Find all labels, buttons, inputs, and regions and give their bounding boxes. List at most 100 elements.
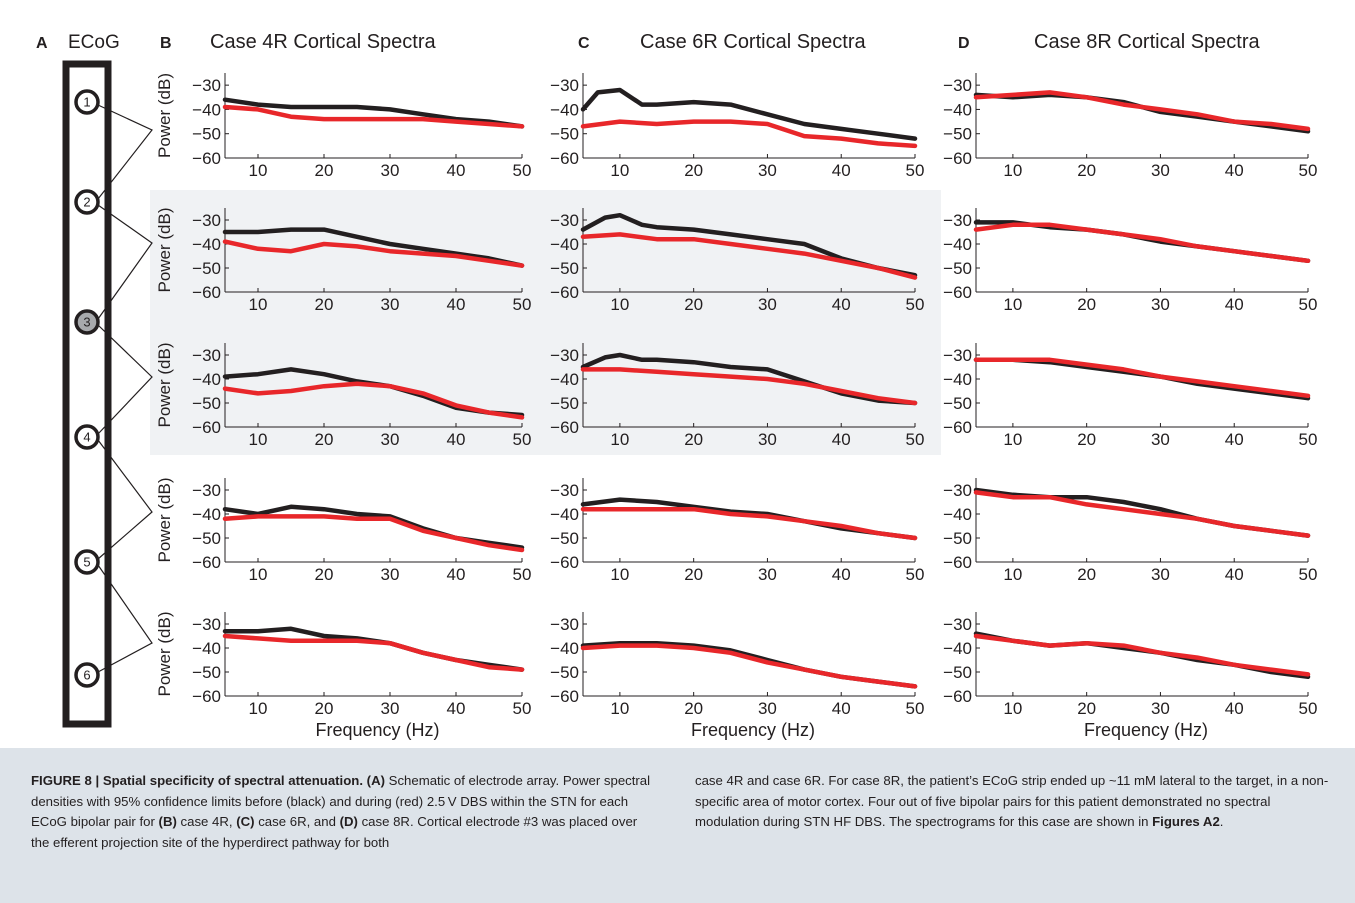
series-before-line (580, 352, 918, 406)
y-tick-label: −50 (192, 394, 221, 413)
x-tick-label: 10 (610, 295, 629, 314)
x-tick-label: 40 (1225, 161, 1244, 180)
y-tick-label: −60 (943, 149, 972, 168)
x-tick-label: 50 (1299, 699, 1318, 718)
x-tick-label: 30 (381, 699, 400, 718)
x-tick-label: 50 (513, 161, 532, 180)
y-tick-label: −50 (192, 125, 221, 144)
electrode-label: 6 (83, 668, 90, 683)
y-axis-label: Power (dB) (155, 73, 174, 158)
x-tick-label: 30 (1151, 295, 1170, 314)
electrode-6 (74, 662, 100, 688)
y-tick-label: −60 (943, 283, 972, 302)
x-tick-label: 50 (906, 161, 925, 180)
ecog-strip (62, 60, 112, 728)
series-during-line (222, 381, 525, 420)
y-tick-label: −30 (550, 346, 579, 365)
x-tick-label: 10 (1003, 430, 1022, 449)
y-tick-label: −60 (192, 553, 221, 572)
series-during-line (580, 232, 918, 280)
y-tick-label: −60 (943, 418, 972, 437)
y-tick-label: −40 (943, 370, 972, 389)
caption-text-5: case 4R and case 6R. For case 8R, the pa… (695, 773, 1329, 829)
electrode-4 (74, 424, 100, 450)
x-tick-label: 30 (381, 430, 400, 449)
y-tick-label: −40 (943, 100, 972, 119)
x-tick-label: 40 (1225, 565, 1244, 584)
y-tick-label: −50 (550, 663, 579, 682)
series-before-line (580, 87, 918, 141)
y-axis-label: Power (dB) (155, 342, 174, 427)
x-tick-label: 30 (758, 699, 777, 718)
x-axis-label: Frequency (Hz) (1084, 720, 1208, 740)
plot-case-4R-row-1: −30 −40 −50 −60 10 20 30 40 50 Power (dB) (155, 73, 531, 180)
y-tick-label: −30 (550, 615, 579, 634)
plot-case-8R-row-2: −30 −40 −50 −60 10 20 30 40 50 (943, 208, 1317, 314)
series-before-line (973, 357, 1311, 401)
x-tick-label: 50 (906, 295, 925, 314)
y-tick-label: −30 (550, 76, 579, 95)
x-tick-label: 10 (610, 161, 629, 180)
y-tick-label: −50 (192, 529, 221, 548)
electrode-label: 4 (83, 430, 90, 445)
plot-case-8R-row-1: −30 −40 −50 −60 10 20 30 40 50 (943, 73, 1317, 180)
x-tick-label: 40 (447, 699, 466, 718)
y-tick-label: −50 (943, 125, 972, 144)
y-axis-label: Power (dB) (155, 477, 174, 562)
x-axis-label: Frequency (Hz) (315, 720, 439, 740)
panel-letter-a: A (36, 35, 48, 52)
panel-letter-d: D (958, 35, 970, 52)
x-tick-label: 40 (832, 565, 851, 584)
connector-line (97, 204, 153, 320)
series-during-line (222, 239, 525, 268)
x-tick-label: 20 (684, 565, 703, 584)
spectra-plots: −30 −40 −50 −60 10 20 30 40 50 Power (dB) −30 −40 −5… (155, 73, 1317, 740)
y-tick-label: −60 (943, 553, 972, 572)
plot-case-6R-row-1: −30 −40 −50 −60 10 20 30 40 50 (550, 73, 924, 180)
y-tick-label: −60 (550, 283, 579, 302)
y-tick-label: −60 (550, 553, 579, 572)
y-tick-label: −30 (943, 76, 972, 95)
plot-case-4R-row-5: −30 −40 −50 −60 10 20 30 40 50 Power (dB) Frequenc… (155, 611, 531, 740)
x-tick-label: 20 (684, 295, 703, 314)
electrodes: 1 2 3 4 5 6 (74, 89, 100, 688)
y-tick-label: −40 (943, 235, 972, 254)
y-tick-label: −60 (550, 687, 579, 706)
y-tick-label: −30 (550, 481, 579, 500)
y-tick-label: −40 (550, 100, 579, 119)
caption-box (0, 748, 1355, 903)
x-tick-label: 20 (1077, 430, 1096, 449)
electrode-label: 5 (83, 555, 90, 570)
series-during-line (973, 357, 1311, 399)
caption-ref-b: (B) (158, 814, 177, 829)
x-tick-label: 20 (1077, 699, 1096, 718)
x-tick-label: 10 (249, 699, 268, 718)
x-tick-label: 50 (513, 699, 532, 718)
x-tick-label: 40 (832, 161, 851, 180)
y-tick-label: −40 (192, 235, 221, 254)
plot-case-8R-row-5: −30 −40 −50 −60 10 20 30 40 50 Frequency (Hz) (943, 612, 1317, 740)
y-tick-label: −40 (192, 370, 221, 389)
series-before-line (973, 92, 1311, 134)
x-tick-label: 10 (610, 430, 629, 449)
y-tick-label: −60 (550, 418, 579, 437)
y-tick-label: −30 (943, 211, 972, 230)
electrode-label: 2 (83, 195, 90, 210)
panel-letter-b: B (160, 35, 172, 52)
electrode-connectors (97, 104, 153, 673)
x-tick-label: 30 (758, 295, 777, 314)
caption-text-1: Schematic of electrode array. Power spec… (31, 773, 651, 829)
y-tick-label: −40 (550, 639, 579, 658)
x-tick-label: 10 (1003, 295, 1022, 314)
series-before-line (973, 631, 1311, 680)
x-tick-label: 20 (315, 295, 334, 314)
series-during-line (222, 104, 525, 129)
plot-case-8R-row-4: −30 −40 −50 −60 10 20 30 40 50 (943, 478, 1317, 584)
panel-letter-c: C (578, 35, 590, 52)
panel-title-case-6r: Case 6R Cortical Spectra (640, 31, 867, 53)
y-tick-label: −50 (550, 394, 579, 413)
x-tick-label: 10 (610, 699, 629, 718)
x-tick-label: 50 (1299, 430, 1318, 449)
y-tick-label: −30 (192, 211, 221, 230)
caption-label: FIGURE 8 | Spatial specificity of spectr… (31, 773, 363, 788)
